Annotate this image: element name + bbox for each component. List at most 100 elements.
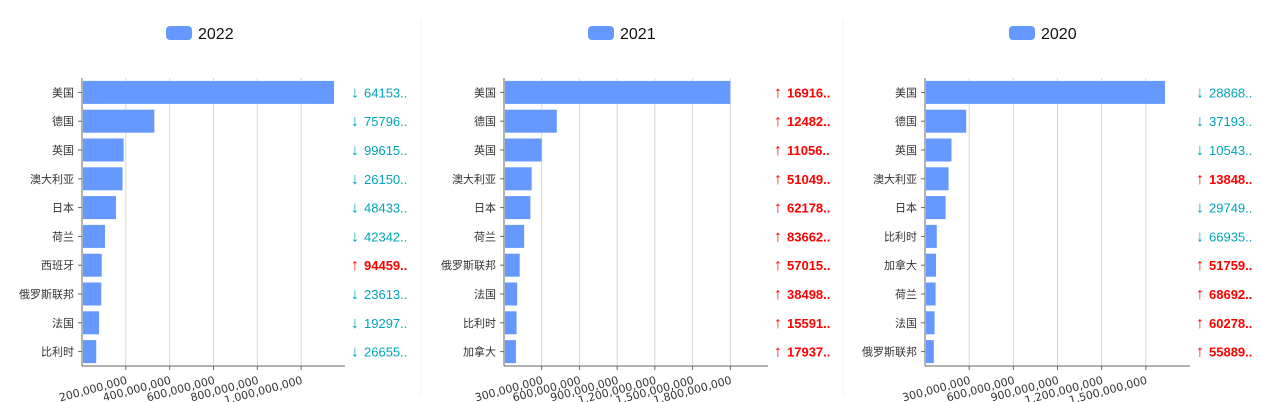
category-label: 荷兰 <box>474 230 496 243</box>
category-label: 德国 <box>474 114 496 128</box>
category-label: 比利时 <box>463 317 496 330</box>
change-label: ↓ 37193.. <box>1196 113 1252 130</box>
change-value: 42342.. <box>364 229 407 244</box>
change-value: 29749.. <box>1209 201 1252 216</box>
change-value: 11056.. <box>787 143 830 158</box>
legend-label: 2021 <box>620 26 656 43</box>
change-label: ↑ 83662.. <box>774 228 830 245</box>
change-value: 38498.. <box>787 287 830 302</box>
category-label: 英国 <box>474 143 496 157</box>
change-label: ↓ 28868.. <box>1196 84 1252 101</box>
bar[interactable] <box>505 282 518 306</box>
bar[interactable] <box>505 138 542 162</box>
change-label: ↑ 17937.. <box>774 344 830 361</box>
arrow-down-icon: ↓ <box>351 142 359 159</box>
legend-label: 2020 <box>1041 26 1077 43</box>
bar[interactable] <box>83 253 102 277</box>
bar[interactable] <box>926 167 949 191</box>
legend-swatch <box>1009 26 1035 40</box>
bar[interactable] <box>83 224 106 248</box>
legend-swatch <box>166 26 192 40</box>
arrow-up-icon: ↑ <box>774 257 782 274</box>
change-label: ↓ 10543.. <box>1196 142 1252 159</box>
bar[interactable] <box>926 311 935 335</box>
category-label: 西班牙 <box>41 259 74 272</box>
bar[interactable] <box>505 340 516 364</box>
change-label: ↓ 99615.. <box>351 142 407 159</box>
change-value: 66935.. <box>1209 229 1252 244</box>
change-value: 17937.. <box>787 345 830 360</box>
change-value: 13848.. <box>1209 172 1252 187</box>
change-label: ↓ 42342.. <box>351 228 407 245</box>
arrow-up-icon: ↑ <box>1196 257 1204 274</box>
arrow-down-icon: ↓ <box>1196 228 1204 245</box>
category-label: 澳大利亚 <box>30 172 74 186</box>
bar[interactable] <box>83 311 100 335</box>
arrow-up-icon: ↑ <box>774 84 782 101</box>
change-value: 26150.. <box>364 172 407 187</box>
change-label: ↑ 13848.. <box>1196 171 1252 188</box>
bar[interactable] <box>83 282 102 306</box>
bar[interactable] <box>926 282 936 306</box>
change-value: 51759.. <box>1209 258 1252 273</box>
bar[interactable] <box>83 109 155 133</box>
change-value: 12482.. <box>787 114 830 129</box>
bar[interactable] <box>83 167 123 191</box>
category-label: 俄罗斯联邦 <box>862 346 917 359</box>
bar[interactable] <box>926 109 967 133</box>
change-value: 62178.. <box>787 201 830 216</box>
arrow-down-icon: ↓ <box>1196 113 1204 130</box>
arrow-down-icon: ↓ <box>351 286 359 303</box>
change-value: 16916.. <box>787 85 830 100</box>
change-value: 75796.. <box>364 114 407 129</box>
category-label: 日本 <box>895 201 917 215</box>
change-label: ↑ 51049.. <box>774 171 830 188</box>
arrow-up-icon: ↑ <box>1196 344 1204 361</box>
arrow-down-icon: ↓ <box>1196 84 1204 101</box>
arrow-down-icon: ↓ <box>351 228 359 245</box>
bar[interactable] <box>926 80 1165 104</box>
change-value: 10543.. <box>1209 143 1252 158</box>
bar[interactable] <box>505 196 531 220</box>
chart-legend[interactable]: 2020 <box>1009 26 1077 43</box>
change-label: ↓ 64153.. <box>351 84 407 101</box>
category-label: 德国 <box>895 114 917 128</box>
bar[interactable] <box>83 138 124 162</box>
category-label: 荷兰 <box>52 230 74 243</box>
arrow-up-icon: ↑ <box>774 286 782 303</box>
bar[interactable] <box>83 340 97 364</box>
bar[interactable] <box>926 196 946 220</box>
bar[interactable] <box>505 253 520 277</box>
bar[interactable] <box>926 138 952 162</box>
arrow-up-icon: ↑ <box>1196 315 1204 332</box>
category-label: 比利时 <box>884 230 917 243</box>
bar-chart-2022: 2022200,000,000400,000,000600,000,000800… <box>19 26 407 402</box>
chart-legend[interactable]: 2021 <box>588 26 656 43</box>
change-label: ↑ 60278.. <box>1196 315 1252 332</box>
category-label: 美国 <box>895 86 917 99</box>
change-label: ↑ 51759.. <box>1196 257 1252 274</box>
legend-label: 2022 <box>198 26 234 43</box>
arrow-up-icon: ↑ <box>1196 171 1204 188</box>
change-value: 28868.. <box>1209 85 1252 100</box>
arrow-up-icon: ↑ <box>774 142 782 159</box>
change-value: 19297.. <box>364 316 407 331</box>
change-value: 57015.. <box>787 258 830 273</box>
bar[interactable] <box>926 340 934 364</box>
bar[interactable] <box>505 224 525 248</box>
arrow-down-icon: ↓ <box>351 344 359 361</box>
chart-legend[interactable]: 2022 <box>166 26 234 43</box>
bar[interactable] <box>505 311 517 335</box>
bar[interactable] <box>926 253 937 277</box>
change-value: 68692.. <box>1209 287 1252 302</box>
arrow-down-icon: ↓ <box>351 171 359 188</box>
bar[interactable] <box>505 109 557 133</box>
bar[interactable] <box>505 167 532 191</box>
category-label: 法国 <box>474 287 496 301</box>
change-label: ↑ 68692.. <box>1196 286 1252 303</box>
bar[interactable] <box>83 196 116 220</box>
bar[interactable] <box>83 80 335 104</box>
bar[interactable] <box>505 80 731 104</box>
bar[interactable] <box>926 224 937 248</box>
category-label: 法国 <box>52 316 74 330</box>
